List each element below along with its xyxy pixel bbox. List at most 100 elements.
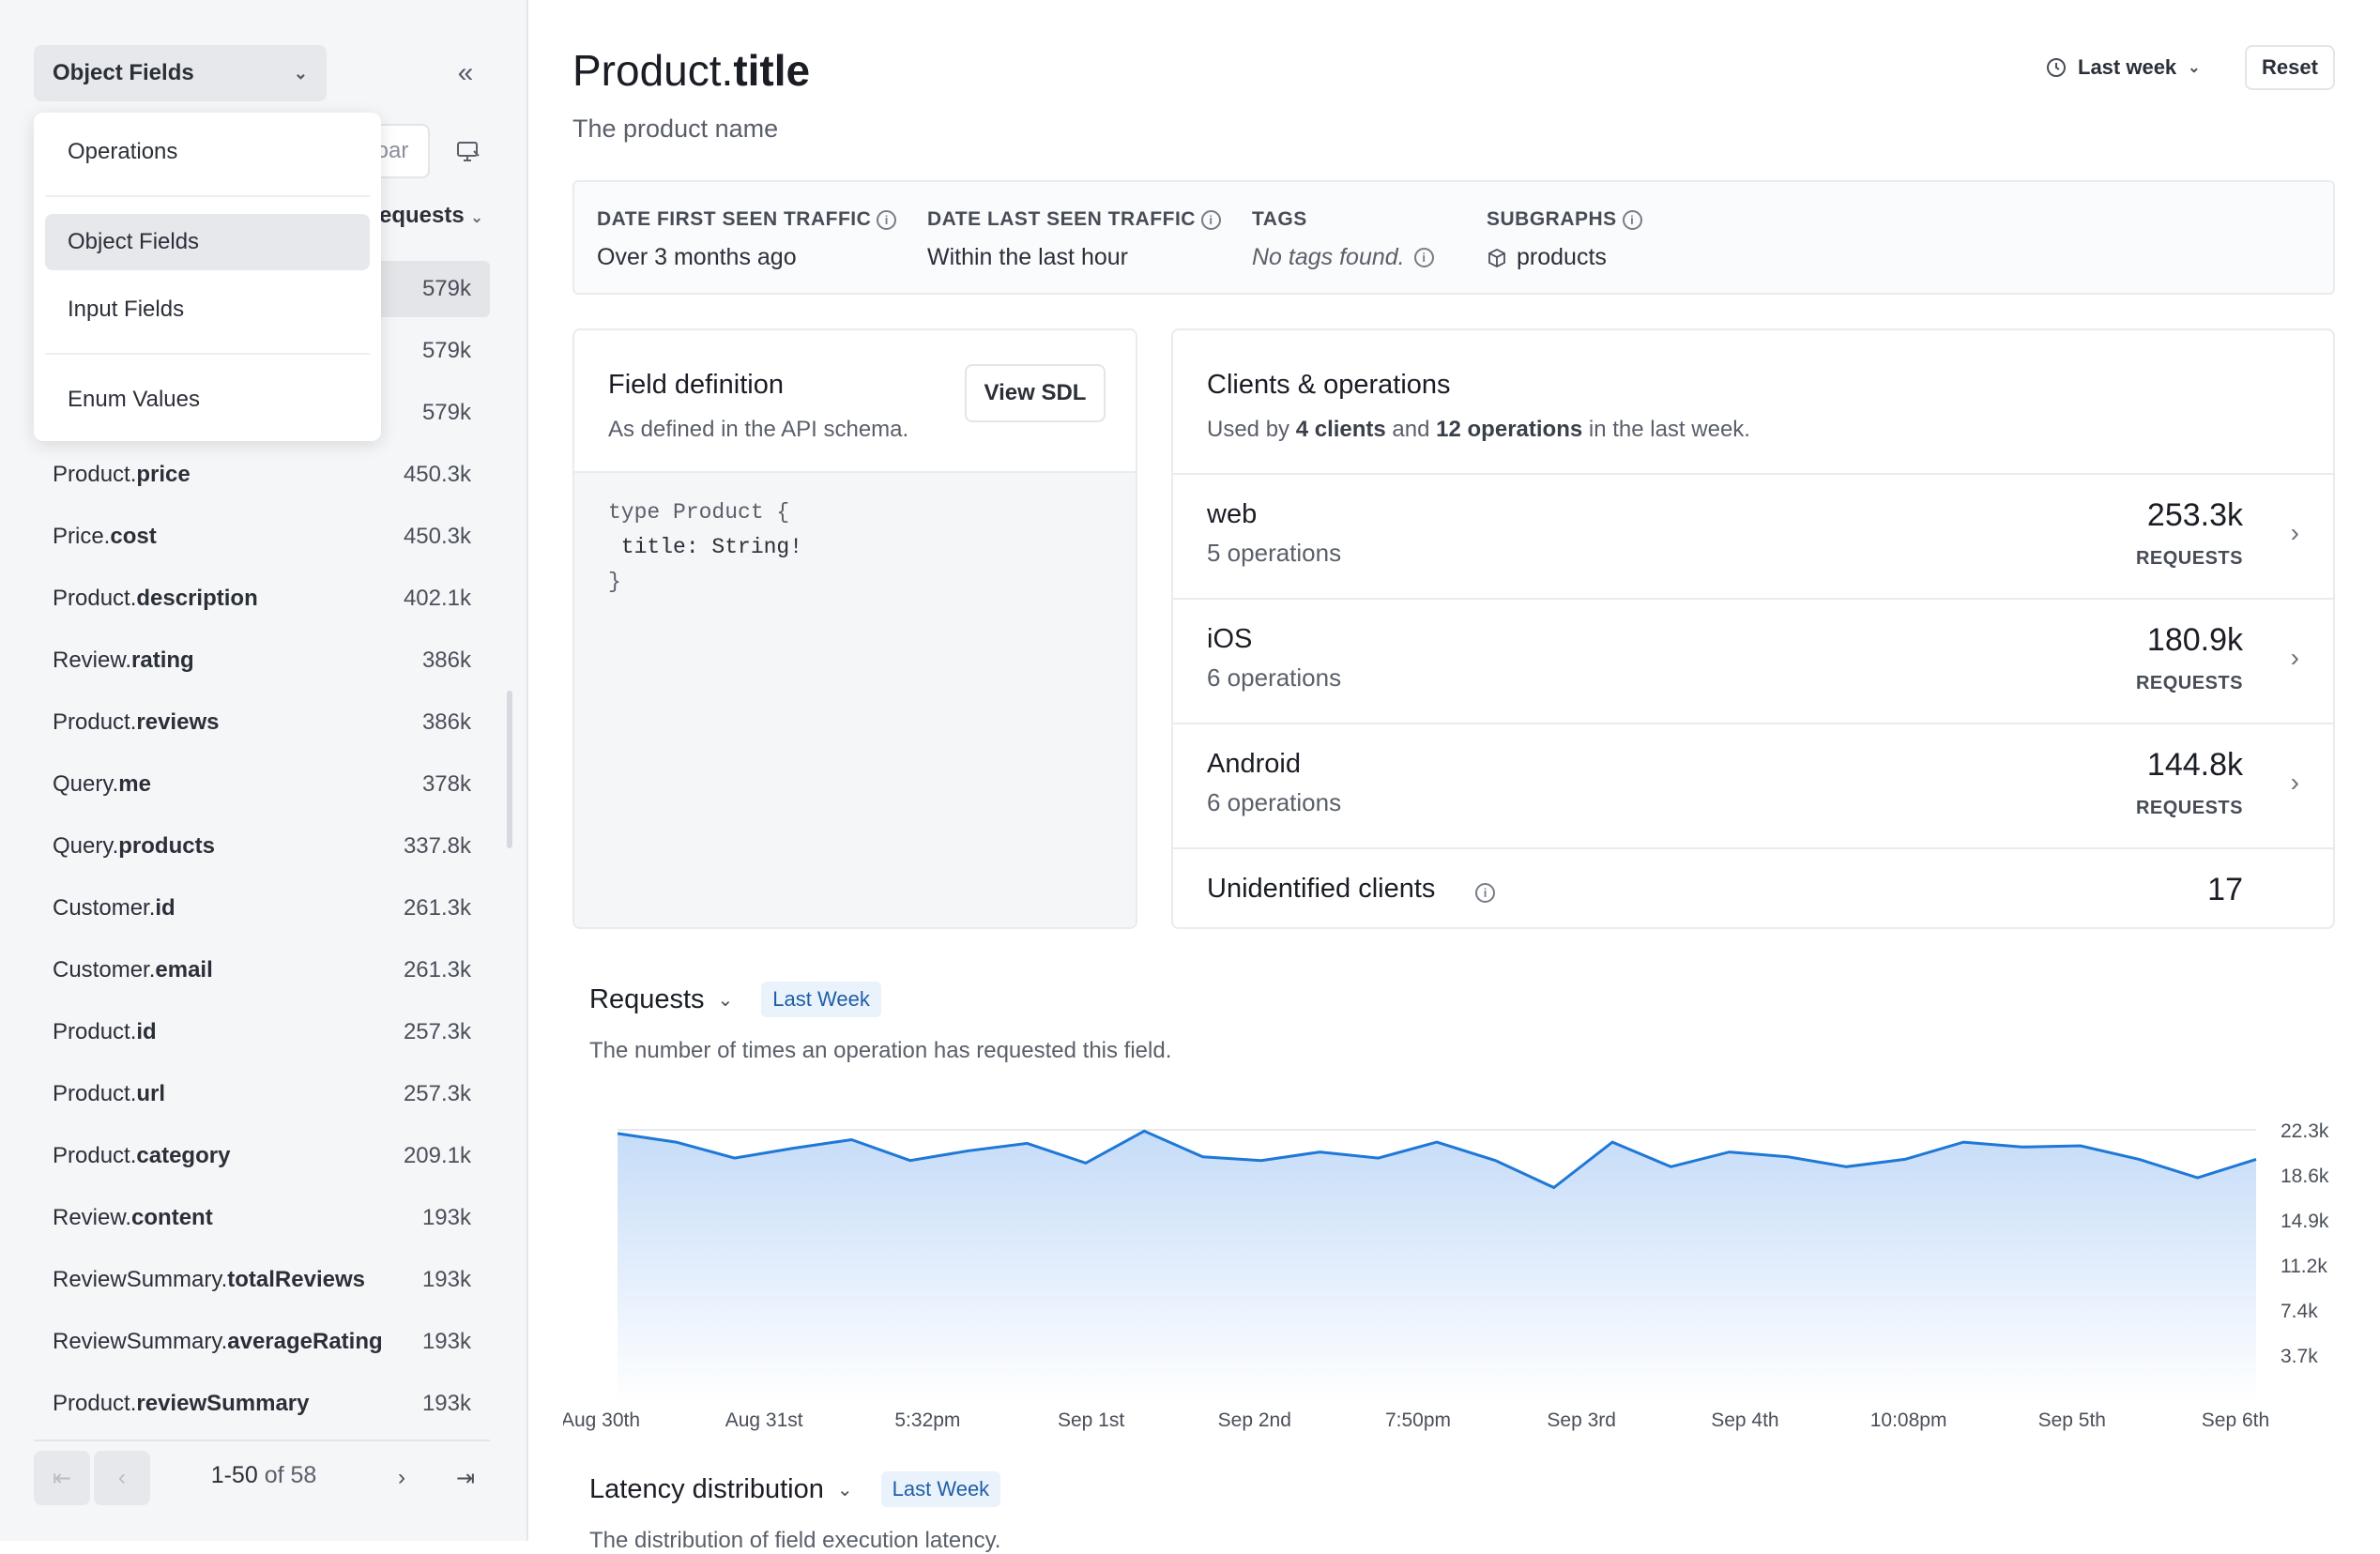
- info-icon[interactable]: i: [1413, 248, 1434, 267]
- field-name: Product.reviewSummary: [53, 1391, 310, 1417]
- field-member-name: cost: [110, 524, 157, 549]
- x-tick-label: Aug 31st: [725, 1409, 803, 1431]
- requests-header: Requests ⌄ Last Week: [589, 982, 881, 1017]
- reset-button[interactable]: Reset: [2245, 45, 2335, 90]
- field-row[interactable]: ReviewSummary.averageRating 193k: [34, 1314, 490, 1370]
- dropdown-item-input-fields[interactable]: Input Fields: [45, 282, 370, 338]
- field-request-count: 193k: [421, 1391, 471, 1416]
- sidebar: oar equests ⌄ 579k 579k 579k Product.price 4…: [0, 0, 528, 1541]
- field-request-count: 386k: [421, 709, 471, 735]
- x-tick-label: 10:08pm: [1870, 1409, 1947, 1431]
- requests-line: [617, 1129, 2257, 1190]
- client-row[interactable]: Unidentified clients 17 i: [1173, 847, 2333, 927]
- field-row[interactable]: Product.url 257.3k: [34, 1066, 490, 1122]
- clients-subtitle: Used by 4 clients and 12 operations in t…: [1207, 417, 1750, 443]
- field-name: Product.url: [53, 1081, 165, 1107]
- title-field: title: [733, 46, 811, 95]
- info-icon[interactable]: i: [1475, 883, 1495, 903]
- field-member-name: id: [136, 1019, 157, 1044]
- field-row[interactable]: Price.cost 450.3k: [34, 509, 490, 565]
- x-tick-label: Sep 1st: [1058, 1409, 1124, 1431]
- dropdown-item-object-fields[interactable]: Object Fields: [45, 214, 370, 270]
- latency-header: Latency distribution ⌄ Last Week: [589, 1471, 1001, 1507]
- info-icon[interactable]: i: [1622, 209, 1642, 230]
- requests-title[interactable]: Requests: [589, 983, 705, 1014]
- subgraph-link[interactable]: products: [1517, 244, 1607, 270]
- y-tick-label: 18.6k: [2281, 1166, 2329, 1187]
- field-row[interactable]: 579k: [34, 323, 490, 379]
- info-icon[interactable]: i: [877, 209, 897, 230]
- last-page-button[interactable]: ⇥: [437, 1451, 494, 1505]
- filter-button[interactable]: [447, 131, 490, 173]
- requests-chart: 22.3k 18.6k 14.9k 11.2k 7.4k 3.7k Aug 30th Aug…: [563, 1120, 2329, 1431]
- dropdown-divider: [45, 353, 370, 355]
- client-requests-value: 17: [2207, 872, 2243, 907]
- field-name: Product.category: [53, 1143, 230, 1169]
- timerange-select[interactable]: Last week ⌄: [2046, 49, 2201, 86]
- dropdown-item-operations[interactable]: Operations: [45, 124, 370, 180]
- field-definition-header: Field definition As defined in the API s…: [574, 330, 1136, 473]
- first-page-icon: ⇤: [52, 1465, 72, 1491]
- collapse-sidebar-button[interactable]: «: [441, 54, 490, 92]
- first-page-button[interactable]: ⇤: [34, 1451, 90, 1505]
- field-type-name: Product.: [53, 462, 137, 487]
- field-row[interactable]: Query.products 337.8k: [34, 818, 490, 875]
- field-row[interactable]: Query.me 378k: [34, 756, 490, 813]
- field-row[interactable]: ReviewSummary.totalReviews 193k: [34, 1252, 490, 1308]
- field-type-name: Product.: [53, 1081, 137, 1106]
- monitor-icon: [457, 142, 480, 161]
- field-type-name: Customer.: [53, 895, 156, 921]
- timerange-value: Last week: [2078, 55, 2177, 79]
- clients-count: 4 clients: [1295, 417, 1386, 442]
- field-row[interactable]: Review.rating 386k: [34, 632, 490, 689]
- latency-range-badge: Last Week: [880, 1471, 1001, 1507]
- chevron-down-icon[interactable]: ⌄: [717, 989, 734, 1011]
- field-row[interactable]: Product.price 450.3k: [34, 447, 490, 503]
- reset-label: Reset: [2262, 55, 2318, 79]
- prev-page-button[interactable]: ‹: [94, 1451, 150, 1505]
- next-page-button[interactable]: ›: [374, 1451, 430, 1505]
- client-row[interactable]: Android 6 operations 144.8k REQUESTS ›: [1173, 723, 2333, 848]
- field-name: ReviewSummary.averageRating: [53, 1329, 383, 1355]
- dropdown-item-enum-values[interactable]: Enum Values: [45, 372, 370, 428]
- client-row[interactable]: web 5 operations 253.3k REQUESTS ›: [1173, 473, 2333, 599]
- sort-column-header[interactable]: equests ⌄: [379, 203, 483, 229]
- field-row[interactable]: Product.category 209.1k: [34, 1128, 490, 1184]
- field-row[interactable]: 579k: [34, 385, 490, 441]
- field-row[interactable]: Product.reviewSummary 193k: [34, 1376, 490, 1432]
- field-row[interactable]: Customer.id 261.3k: [34, 880, 490, 937]
- chevron-down-icon: ⌄: [293, 63, 308, 83]
- sidebar-scrollbar[interactable]: [507, 691, 512, 848]
- first-seen-label: DATE FIRST SEEN TRAFFIC: [597, 208, 872, 230]
- field-name: Product.description: [53, 586, 258, 612]
- client-name: Unidentified clients: [1207, 874, 1436, 904]
- field-type-select[interactable]: Object Fields ⌄: [34, 45, 327, 101]
- cube-icon: [1488, 248, 1505, 267]
- field-request-count: 378k: [421, 771, 471, 797]
- y-tick-label: 22.3k: [2281, 1120, 2329, 1142]
- latency-title[interactable]: Latency distribution: [589, 1473, 824, 1504]
- client-row[interactable]: iOS 6 operations 180.9k REQUESTS ›: [1173, 598, 2333, 724]
- page-title: Product.title: [572, 45, 810, 96]
- field-row[interactable]: Product.id 257.3k: [34, 1004, 490, 1060]
- field-request-count: 450.3k: [403, 462, 471, 487]
- field-request-count: 386k: [421, 648, 471, 673]
- field-type-dropdown: Operations Object Fields Input Fields En…: [34, 113, 381, 441]
- field-member-name: rating: [131, 648, 194, 673]
- view-sdl-button[interactable]: View SDL: [965, 364, 1106, 422]
- field-row[interactable]: Customer.email 261.3k: [34, 942, 490, 998]
- tags: TAGS No tags found. i: [1252, 208, 1434, 271]
- field-request-count: 193k: [421, 1329, 471, 1354]
- x-tick-label: 7:50pm: [1385, 1409, 1451, 1431]
- subgraphs: SUBGRAPHS i products: [1487, 208, 1642, 271]
- chevron-down-icon[interactable]: ⌄: [836, 1479, 853, 1501]
- field-row[interactable]: Review.content 193k: [34, 1190, 490, 1246]
- field-row[interactable]: Product.description 402.1k: [34, 571, 490, 627]
- field-row[interactable]: Product.reviews 386k: [34, 694, 490, 751]
- field-request-count: 209.1k: [403, 1143, 471, 1168]
- info-icon[interactable]: i: [1200, 209, 1221, 230]
- tags-label: TAGS: [1252, 208, 1307, 230]
- double-chevron-left-icon: «: [457, 57, 474, 88]
- clock-icon: [2047, 58, 2066, 77]
- field-request-count: 257.3k: [403, 1081, 471, 1106]
